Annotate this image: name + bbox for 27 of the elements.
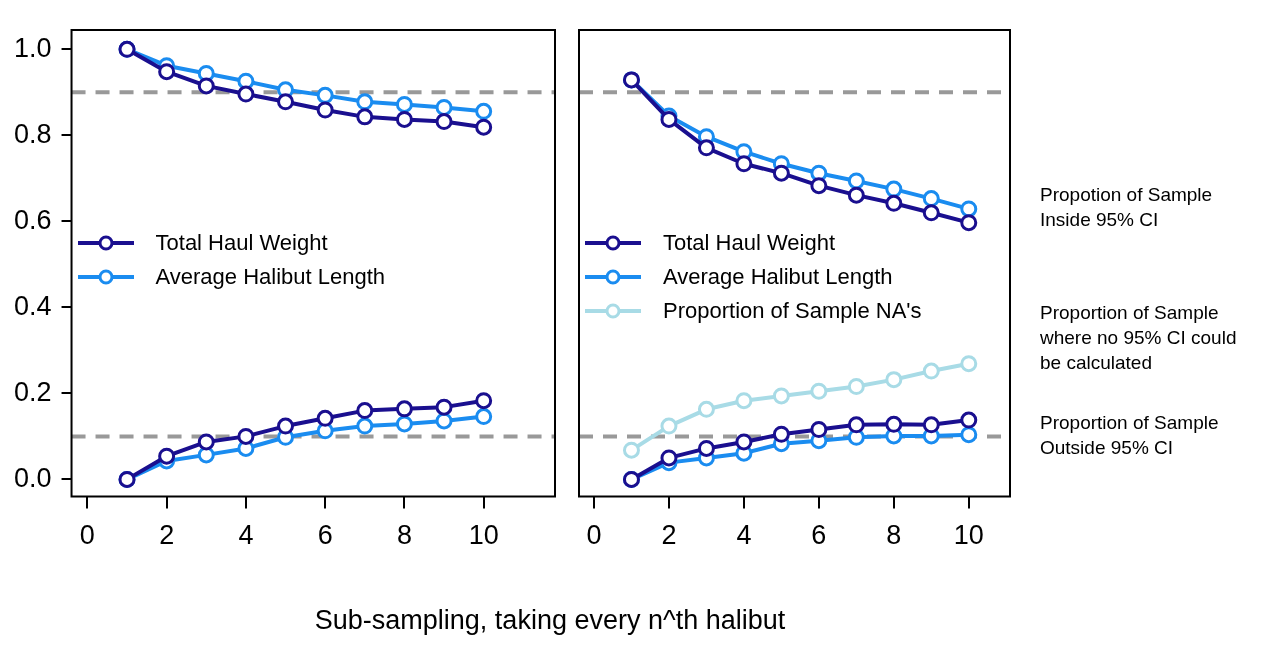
text: Proportion of Sample Outside 95% CI bbox=[1040, 411, 1220, 460]
y-tick-label: 1.0 bbox=[13, 32, 52, 63]
x-tick-label: 10 bbox=[953, 520, 984, 551]
x-tick-label: 4 bbox=[736, 520, 752, 551]
x-tick-label: 8 bbox=[396, 520, 412, 551]
text: Propotion of Sample Inside 95% CI bbox=[1040, 183, 1214, 232]
x-tick-label: 2 bbox=[661, 520, 677, 551]
legend-label: Proportion of Sample NA's bbox=[663, 297, 922, 325]
x-tick-label: 0 bbox=[586, 520, 602, 551]
x-tick-label: 4 bbox=[238, 520, 254, 551]
text: Proportion of Sample where no 95% CI could be calculated bbox=[1040, 301, 1238, 375]
y-tick-label: 0.2 bbox=[13, 376, 52, 407]
x-tick-label: 6 bbox=[811, 520, 827, 551]
y-tick-label: 0.6 bbox=[13, 204, 52, 235]
x-tick-label: 0 bbox=[79, 520, 95, 551]
y-tick-label: 0.4 bbox=[13, 290, 52, 321]
legend-label: Total Haul Weight bbox=[663, 229, 836, 257]
legend-label: Total Haul Weight bbox=[155, 229, 328, 257]
x-tick-label: 8 bbox=[886, 520, 902, 551]
legend-label: Average Halibut Length bbox=[155, 263, 386, 291]
legend-label: Average Halibut Length bbox=[663, 263, 893, 291]
y-tick-label: 0.0 bbox=[13, 462, 52, 493]
y-tick-label: 0.8 bbox=[13, 118, 52, 149]
x-axis-title: Sub-sampling, taking every n^th halibut bbox=[313, 605, 787, 636]
x-tick-label: 2 bbox=[159, 520, 175, 551]
x-tick-label: 6 bbox=[317, 520, 333, 551]
x-tick-label: 10 bbox=[468, 520, 499, 551]
